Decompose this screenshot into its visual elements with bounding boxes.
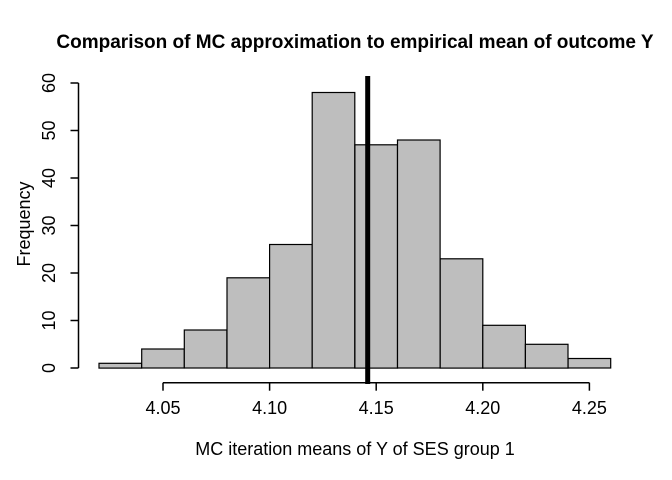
- x-tick-label: 4.10: [252, 398, 287, 418]
- chart-axes: 0 10 20 30 40 50 60 4.05 4.10 4.15 4.20 4.25: [39, 73, 607, 418]
- y-tick-label: 10: [39, 310, 59, 330]
- x-tick-label: 4.05: [145, 398, 180, 418]
- x-tick-label: 4.25: [572, 398, 607, 418]
- histogram-bar: [311, 91, 356, 369]
- histogram-bar: [439, 258, 484, 369]
- histogram-bar: [269, 243, 313, 369]
- y-tick-label: 30: [39, 215, 59, 235]
- histogram-bar: [183, 329, 228, 369]
- y-tick-label: 40: [39, 168, 59, 188]
- y-axis-label: Frequency: [14, 181, 34, 266]
- y-tick-label: 0: [39, 363, 59, 373]
- histogram-bar: [524, 343, 569, 369]
- chart-title: Comparison of MC approximation to empiri…: [56, 32, 654, 53]
- histogram-bar: [141, 348, 185, 369]
- histogram-bar: [226, 277, 271, 369]
- x-axis-label: MC iteration means of Y of SES group 1: [195, 439, 515, 459]
- y-tick-label: 20: [39, 263, 59, 283]
- histogram-bars: [98, 91, 612, 369]
- x-tick-label: 4.20: [465, 398, 500, 418]
- y-tick-label: 50: [39, 120, 59, 140]
- histogram-bar: [396, 139, 441, 369]
- histogram-bar: [354, 144, 399, 369]
- histogram-bar: [98, 362, 143, 369]
- y-tick-label: 60: [39, 73, 59, 93]
- histogram-bar: [567, 357, 612, 369]
- x-tick-label: 4.15: [359, 398, 394, 418]
- histogram-bar: [482, 324, 526, 369]
